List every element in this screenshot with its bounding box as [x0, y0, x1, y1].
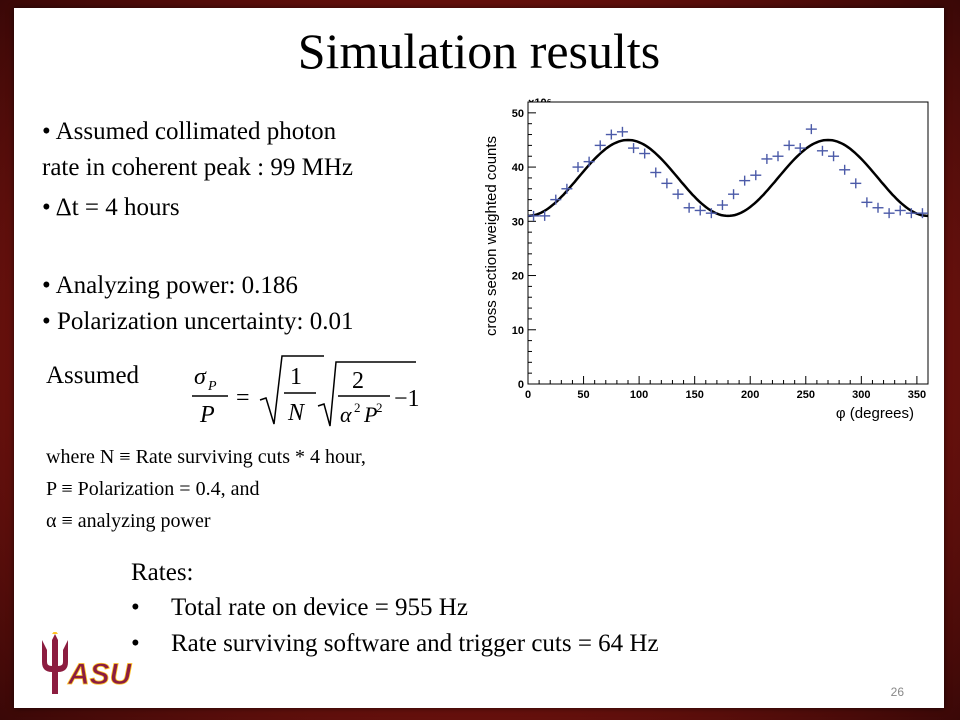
formula-one: 1: [290, 364, 302, 390]
formula-P: P: [363, 402, 377, 427]
data-point: [661, 178, 673, 189]
data-point: [683, 202, 695, 213]
x-axis: 0 50 100 150 200 250 300 350: [525, 376, 926, 401]
x-axis-label: φ (degrees): [836, 405, 914, 422]
data-point: [539, 210, 551, 221]
bullet-text: Analyzing power: 0.186: [55, 272, 298, 299]
data-point: [605, 129, 617, 140]
formula-sq2: 2: [376, 400, 383, 415]
data-point: [694, 205, 706, 216]
x-tick-label: 50: [577, 389, 589, 401]
y-tick-label: 20: [512, 271, 524, 283]
rates-heading: Rates:: [131, 559, 194, 586]
data-point: [761, 153, 773, 164]
data-point: [905, 208, 917, 219]
rates-item-text: Total rate on device = 955 Hz: [171, 594, 468, 621]
y-tick-label: 10: [512, 325, 524, 337]
data-point: [628, 143, 640, 154]
formula-sigma-sub: P: [207, 379, 217, 394]
page-number: 26: [890, 685, 904, 699]
x-tick-label: 100: [630, 389, 648, 401]
y-tick-label: 30: [512, 216, 524, 228]
data-point: [850, 178, 862, 189]
bullet-item: • Δt = 4 hours: [42, 194, 180, 221]
data-point: [883, 208, 895, 219]
definition-line: where N ≡ Rate surviving cuts * 4 hour,: [46, 446, 366, 468]
plot-frame: [527, 101, 929, 385]
data-point: [528, 210, 540, 221]
data-point: [783, 140, 795, 151]
data-point: [839, 164, 851, 175]
data-point: [705, 208, 717, 219]
y-tick-label: 50: [512, 108, 524, 120]
data-point: [561, 183, 573, 194]
data-point: [639, 148, 651, 159]
data-point: [728, 189, 740, 200]
data-point: [894, 205, 906, 216]
formula-equals: =: [236, 385, 250, 411]
data-point: [583, 156, 595, 167]
data-point: [772, 151, 784, 162]
data-point: [594, 140, 606, 151]
data-points: [528, 124, 928, 221]
data-point: [650, 167, 662, 178]
formula-minus-one: −1: [394, 386, 420, 412]
formula-sigma: σ: [194, 364, 207, 390]
x-tick-label: 250: [797, 389, 815, 401]
data-point: [794, 143, 806, 154]
data-point: [672, 189, 684, 200]
phi-distribution-chart: cross section weighted counts ×10⁶ φ (de…: [483, 97, 929, 422]
data-point: [916, 208, 928, 219]
bullet-continuation: rate in coherent peak : 99 MHz: [42, 154, 353, 181]
x-tick-label: 350: [908, 389, 926, 401]
definition-line: α ≡ analyzing power: [46, 510, 211, 532]
rates-item-text: Rate surviving software and trigger cuts…: [171, 630, 659, 657]
y-axis-label: cross section weighted counts: [483, 136, 500, 336]
data-point: [828, 151, 840, 162]
slide-title: Simulation results: [297, 23, 661, 79]
y-axis: 0 10 20 30 40 50: [512, 108, 536, 391]
formula-lhs-den: P: [199, 402, 215, 428]
data-point: [572, 162, 584, 173]
rates-list: • Total rate on device = 955 Hz • Rate sur…: [131, 594, 659, 657]
definition-line: P ≡ Polarization = 0.4, and: [46, 478, 260, 500]
formula-two: 2: [352, 368, 364, 394]
asu-logo-text: ASU: [67, 658, 133, 691]
slide: Simulation results • Assumed collimated …: [14, 8, 944, 708]
x-tick-label: 300: [852, 389, 870, 401]
data-point: [739, 175, 751, 186]
x-tick-label: 0: [525, 389, 531, 401]
bullet-item: • Polarization uncertainty: 0.01: [42, 308, 354, 335]
uncertainty-formula: σ P P = 1 N 2 α 2 P 2 −1: [192, 355, 420, 428]
bullet-text: Δt = 4 hours: [55, 194, 180, 221]
data-point: [861, 197, 873, 208]
data-point: [816, 145, 828, 156]
asu-logo: ASU: [42, 632, 133, 694]
data-point: [616, 126, 628, 137]
data-point: [872, 202, 884, 213]
assumed-label: Assumed: [46, 362, 140, 389]
formula-N: N: [287, 400, 306, 426]
data-point: [550, 194, 562, 205]
bullet-item: • Assumed collimated photon: [42, 118, 337, 145]
bullet-item: • Analyzing power: 0.186: [42, 272, 298, 299]
formula-alpha: α: [340, 402, 352, 427]
data-point: [805, 124, 817, 135]
y-tick-label: 0: [518, 379, 524, 391]
bullet-text: Polarization uncertainty: 0.01: [57, 308, 354, 335]
data-point: [750, 170, 762, 181]
pitchfork-icon: [42, 632, 68, 694]
y-tick-label: 40: [512, 162, 524, 174]
bullet-text: Assumed collimated photon: [55, 118, 337, 145]
data-point: [716, 200, 728, 211]
x-tick-label: 200: [741, 389, 759, 401]
formula-sq: 2: [354, 400, 361, 415]
fit-curve: [527, 138, 929, 218]
x-tick-label: 150: [685, 389, 703, 401]
